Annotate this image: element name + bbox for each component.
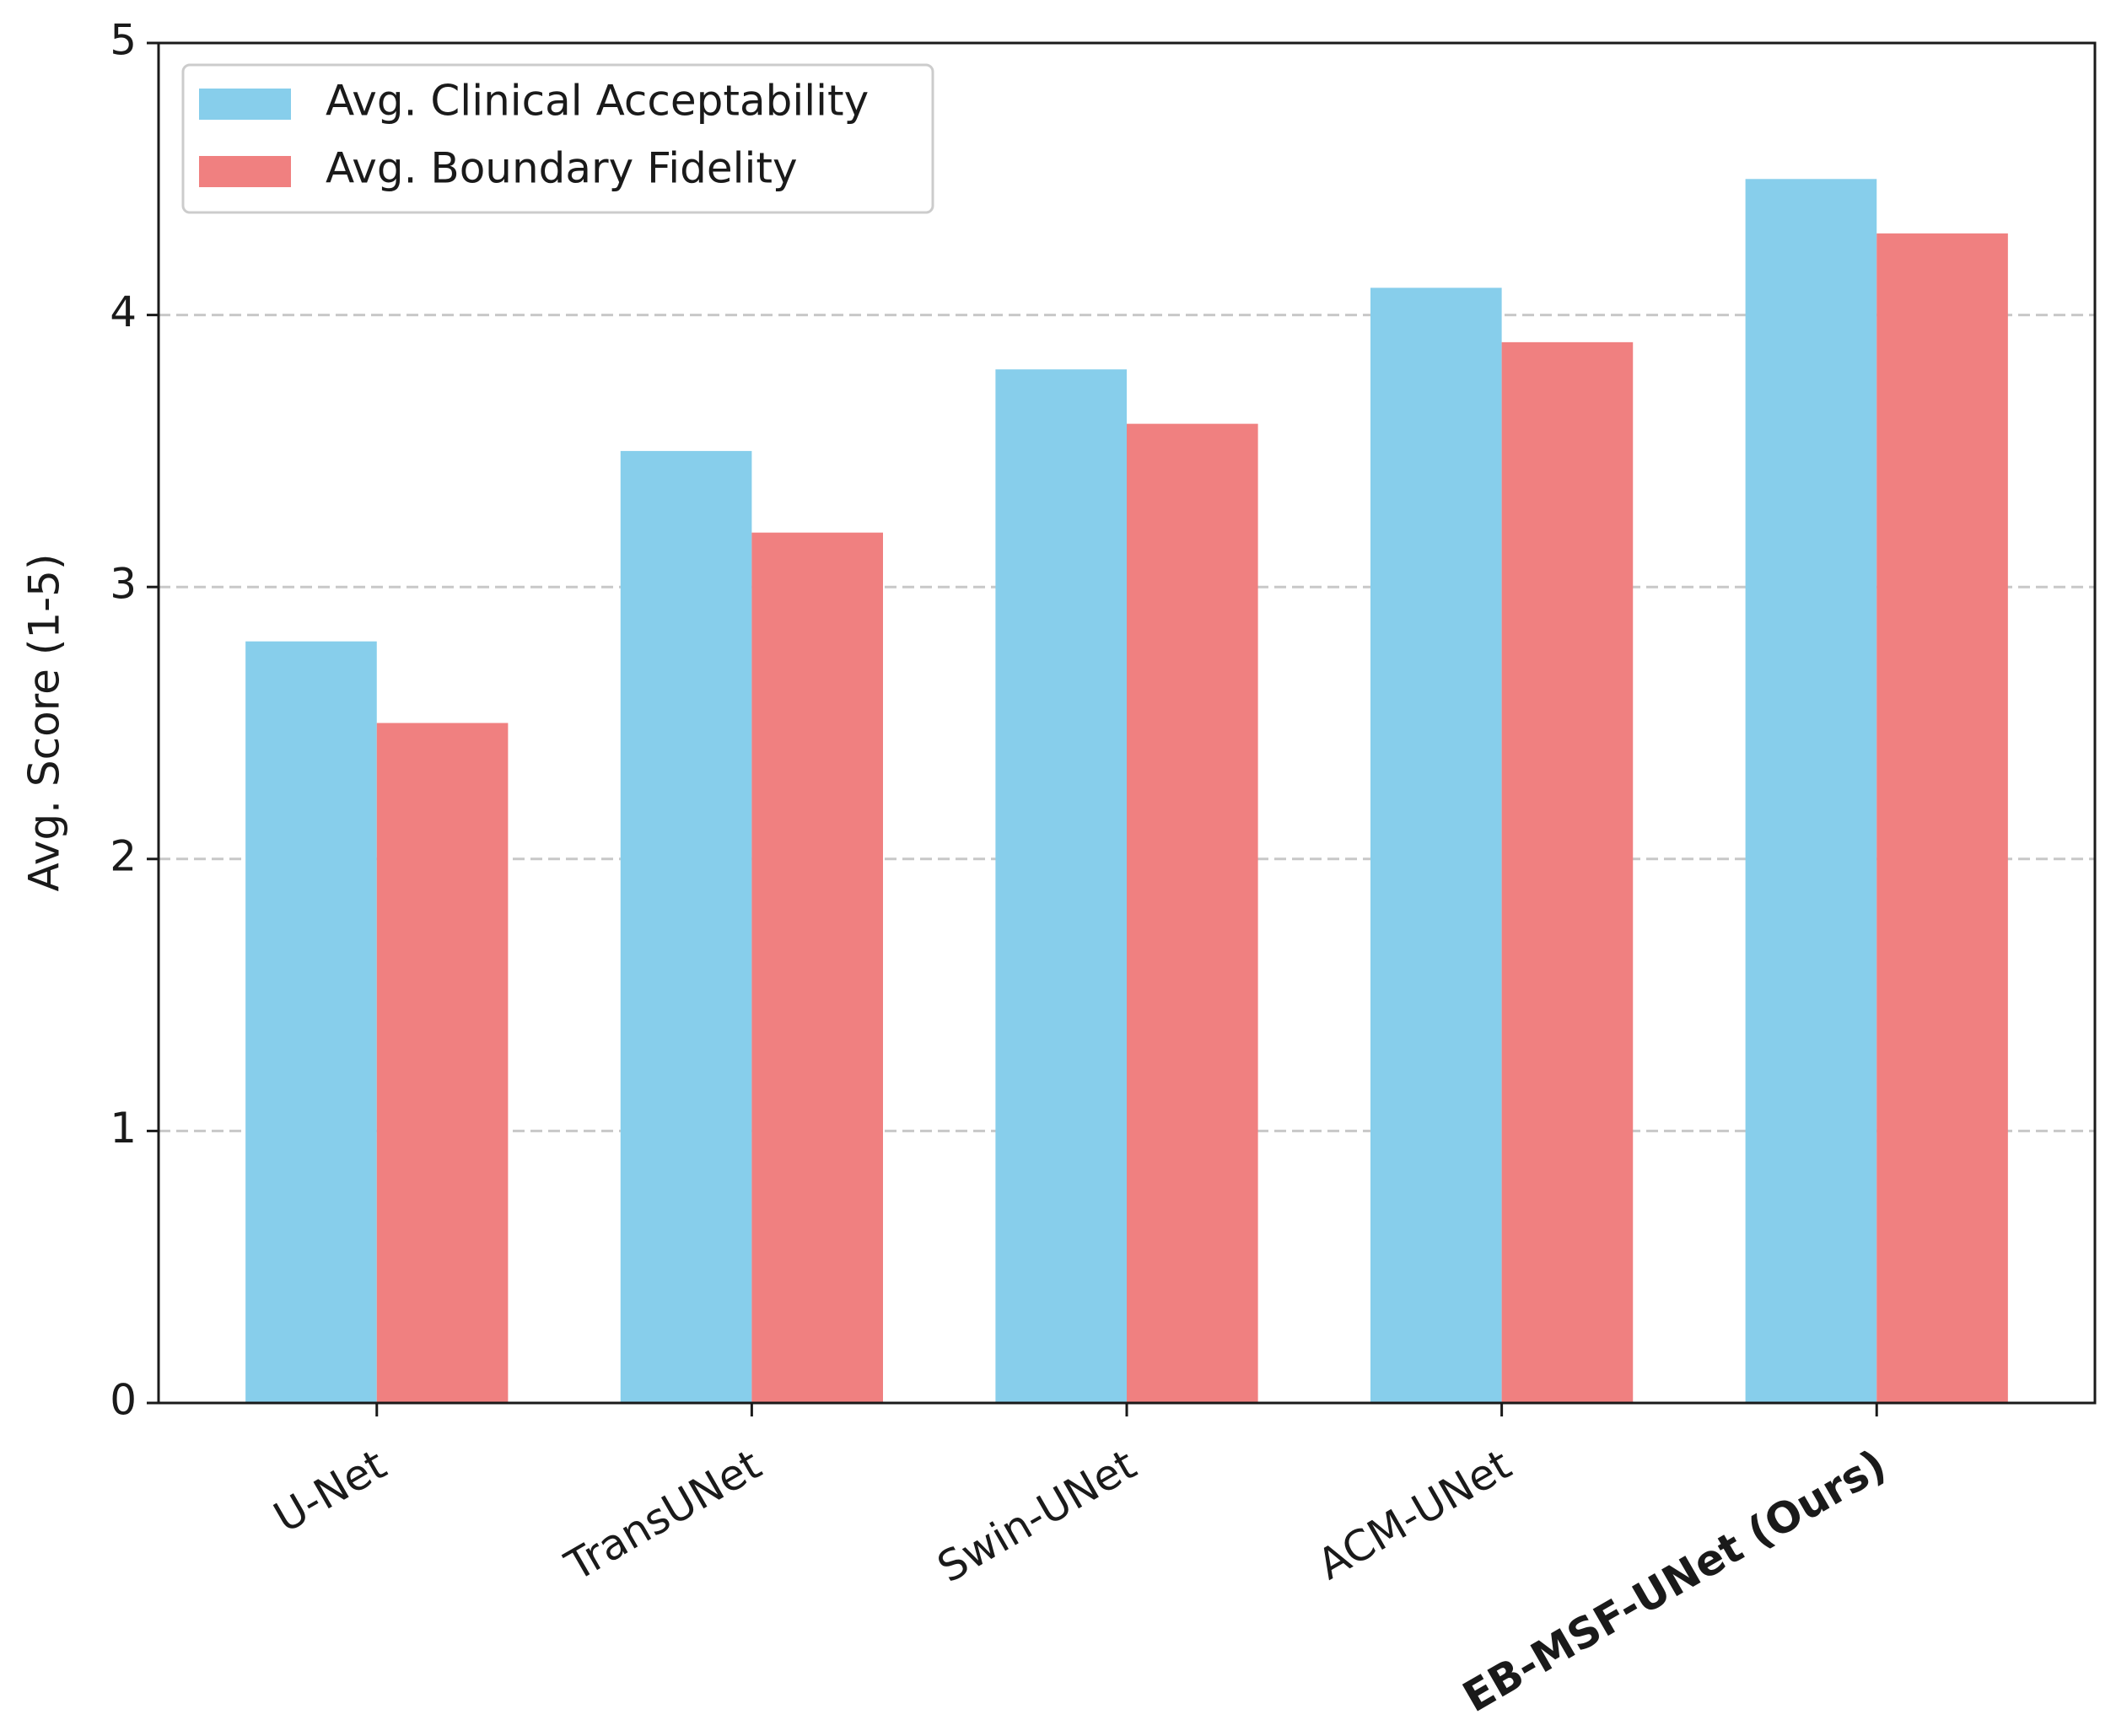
- bar: [620, 450, 752, 1403]
- bar: [1745, 179, 1877, 1403]
- y-tick-label: 5: [110, 16, 137, 65]
- bar: [376, 723, 509, 1403]
- bar: [1370, 288, 1502, 1404]
- y-tick-label: 2: [110, 831, 137, 880]
- bar: [1501, 341, 1634, 1403]
- bar: [1127, 423, 1258, 1403]
- x-tick-label: ACM-UNet: [1310, 1440, 1520, 1589]
- y-tick-label: 3: [110, 560, 137, 609]
- y-axis-label: Avg. Score (1-5): [20, 553, 69, 891]
- x-tick-label: Swin-UNet: [929, 1440, 1144, 1593]
- x-tick-label: TransUNet: [557, 1440, 769, 1591]
- y-tick-label: 0: [110, 1376, 137, 1425]
- bar: [751, 532, 883, 1404]
- x-tick-label: EB-MSF-UNet (Ours): [1455, 1440, 1894, 1722]
- bar: [245, 641, 377, 1403]
- y-tick-label: 1: [110, 1104, 137, 1153]
- y-tick-label: 4: [110, 288, 137, 336]
- legend-box: [181, 63, 934, 214]
- legend-label: Avg. Boundary Fidelity: [326, 144, 798, 193]
- bar: [995, 369, 1127, 1403]
- plot-frame: [157, 41, 2097, 1405]
- legend-label: Avg. Clinical Acceptability: [326, 77, 869, 126]
- x-tick-label: U-Net: [266, 1440, 394, 1542]
- legend-swatch: [199, 89, 291, 120]
- legend-swatch: [199, 156, 291, 187]
- bar: [1876, 233, 2008, 1403]
